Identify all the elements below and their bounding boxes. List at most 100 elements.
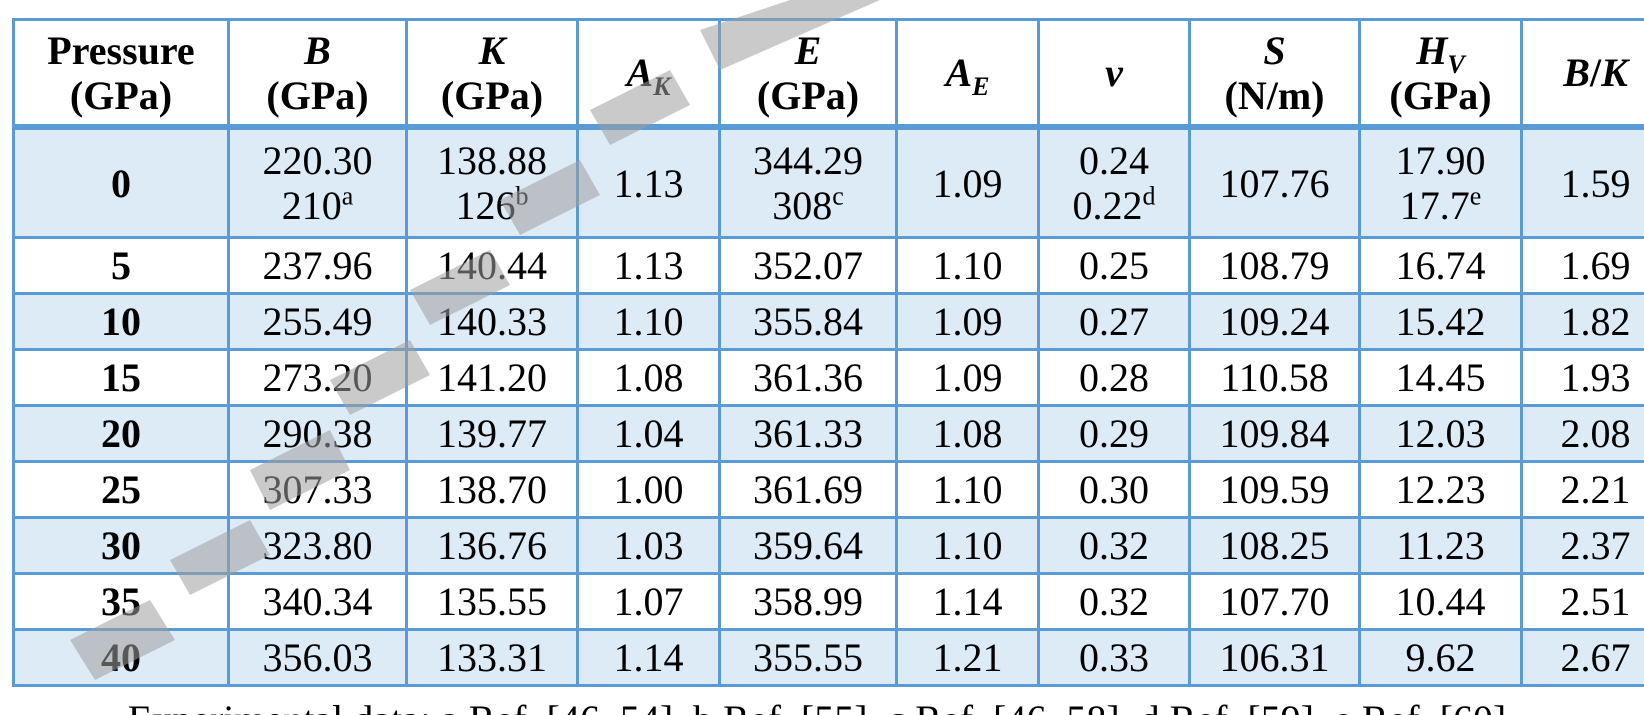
cell-pressure: 35 xyxy=(12,572,230,631)
cell-s: 106.31 xyxy=(1188,628,1361,687)
cell-hv-ref: 17.7e xyxy=(1361,183,1520,228)
cell-e-ref-value: 308 xyxy=(772,183,833,228)
cell-ak: 1.04 xyxy=(576,404,721,463)
cell-b: 356.03 xyxy=(227,628,408,687)
cell-bk: 2.67 xyxy=(1520,628,1644,687)
cell-s: 109.84 xyxy=(1188,404,1361,463)
cell-k: 140.44 xyxy=(405,236,579,295)
cell-bk: 2.51 xyxy=(1520,572,1644,631)
header-e: E (GPa) xyxy=(718,18,898,130)
cell-v: 0.32 xyxy=(1037,572,1191,631)
header-b: B (GPa) xyxy=(227,18,408,130)
cell-k-ref-value: 126 xyxy=(455,183,516,228)
header-ak-subscript: K xyxy=(653,72,671,101)
header-k: K (GPa) xyxy=(405,18,579,130)
cell-b: 255.49 xyxy=(227,292,408,351)
header-ak-symbol: AK xyxy=(626,50,670,100)
header-hv-symbol: HV xyxy=(1361,28,1520,78)
cell-ae: 1.08 xyxy=(895,404,1040,463)
cell-pressure: 40 xyxy=(12,628,230,687)
table-row: 5 237.96 140.44 1.13 352.07 1.10 0.25 108.79 16.… xyxy=(12,236,1644,295)
cell-hv: 16.74 xyxy=(1358,236,1523,295)
cell-e: 359.64 xyxy=(718,516,898,575)
header-ae-subscript: E xyxy=(972,72,990,101)
cell-ae: 1.09 xyxy=(895,125,1040,239)
cell-e: 361.36 xyxy=(718,348,898,407)
cell-k: 133.31 xyxy=(405,628,579,687)
header-bk-slash: / xyxy=(1589,50,1602,95)
cell-ae: 1.14 xyxy=(895,572,1040,631)
cell-v-ref-mark: d xyxy=(1142,181,1156,211)
header-ak: AK xyxy=(576,18,721,130)
table-row: 35 340.34 135.55 1.07 358.99 1.14 0.32 107.70 10… xyxy=(12,572,1644,631)
cell-v: 0.29 xyxy=(1037,404,1191,463)
header-bk-k: K xyxy=(1601,50,1628,95)
cell-hv: 12.03 xyxy=(1358,404,1523,463)
table-row: 20 290.38 139.77 1.04 361.33 1.08 0.29 109.84 12… xyxy=(12,404,1644,463)
cell-k: 141.20 xyxy=(405,348,579,407)
cell-s: 110.58 xyxy=(1188,348,1361,407)
header-hv-subscript: V xyxy=(1447,49,1465,79)
cell-pressure: 10 xyxy=(12,292,230,351)
cell-v-value: 0.24 xyxy=(1079,138,1149,183)
cell-hv-value: 17.90 xyxy=(1395,138,1486,183)
header-e-symbol: E xyxy=(794,27,822,73)
header-row: Pressure (GPa) B (GPa) K (GPa) AK E (GPa… xyxy=(12,18,1644,130)
cell-e: 358.99 xyxy=(718,572,898,631)
cell-k: 138.70 xyxy=(405,460,579,519)
cell-bk: 1.69 xyxy=(1520,236,1644,295)
cell-k: 139.77 xyxy=(405,404,579,463)
header-k-symbol: K xyxy=(478,27,506,73)
cell-b: 340.34 xyxy=(227,572,408,631)
table-row: 0 220.30 210a 138.88 126b 1.13 344.29 30… xyxy=(12,125,1644,239)
cell-v: 0.32 xyxy=(1037,516,1191,575)
cell-e-ref-mark: c xyxy=(832,181,844,211)
cell-b: 307.33 xyxy=(227,460,408,519)
cell-ak: 1.10 xyxy=(576,292,721,351)
cell-b-ref: 210a xyxy=(230,183,405,228)
cell-ak: 1.14 xyxy=(576,628,721,687)
header-s-symbol: S xyxy=(1263,27,1286,73)
cell-e-value: 344.29 xyxy=(753,138,863,183)
header-s: S (N/m) xyxy=(1188,18,1361,130)
header-pressure-line2: (GPa) xyxy=(69,72,173,118)
header-v-symbol: v xyxy=(1105,50,1123,95)
cell-hv-ref-mark: e xyxy=(1469,181,1482,211)
cell-pressure: 30 xyxy=(12,516,230,575)
cell-k: 140.33 xyxy=(405,292,579,351)
cell-bk: 2.21 xyxy=(1520,460,1644,519)
cell-ak: 1.08 xyxy=(576,348,721,407)
header-b-symbol: B xyxy=(304,27,331,73)
cell-v: 0.30 xyxy=(1037,460,1191,519)
cell-b: 290.38 xyxy=(227,404,408,463)
cell-bk: 2.37 xyxy=(1520,516,1644,575)
cell-s: 107.70 xyxy=(1188,572,1361,631)
cell-ae: 1.10 xyxy=(895,236,1040,295)
header-pressure-line1: Pressure xyxy=(47,27,195,73)
cell-v-ref-value: 0.22 xyxy=(1072,183,1143,228)
cell-v: 0.28 xyxy=(1037,348,1191,407)
table-row: 40 356.03 133.31 1.14 355.55 1.21 0.33 106.31 9.… xyxy=(12,628,1644,687)
cell-s: 108.79 xyxy=(1188,236,1361,295)
table-row: 30 323.80 136.76 1.03 359.64 1.10 0.32 108.25 11… xyxy=(12,516,1644,575)
cell-ak: 1.07 xyxy=(576,572,721,631)
cell-k-value: 138.88 xyxy=(437,138,547,183)
header-k-unit: (GPa) xyxy=(440,72,544,118)
cell-ae: 1.09 xyxy=(895,348,1040,407)
cell-k: 138.88 126b xyxy=(405,125,579,239)
header-pressure: Pressure (GPa) xyxy=(12,18,230,130)
cell-ae: 1.10 xyxy=(895,516,1040,575)
header-bk-b: B xyxy=(1563,50,1590,95)
cell-pressure: 25 xyxy=(12,460,230,519)
cell-hv: 14.45 xyxy=(1358,348,1523,407)
header-ae-letter: A xyxy=(945,50,973,95)
header-e-unit: (GPa) xyxy=(756,72,860,118)
cell-b: 220.30 210a xyxy=(227,125,408,239)
table-row: 10 255.49 140.33 1.10 355.84 1.09 0.27 109.24 15… xyxy=(12,292,1644,351)
cell-hv-ref-value: 17.7 xyxy=(1399,183,1470,228)
cell-pressure: 0 xyxy=(12,125,230,239)
header-ae: AE xyxy=(895,18,1040,130)
cell-hv: 11.23 xyxy=(1358,516,1523,575)
table-row: 15 273.20 141.20 1.08 361.36 1.09 0.28 110.58 14… xyxy=(12,348,1644,407)
cell-bk: 1.93 xyxy=(1520,348,1644,407)
